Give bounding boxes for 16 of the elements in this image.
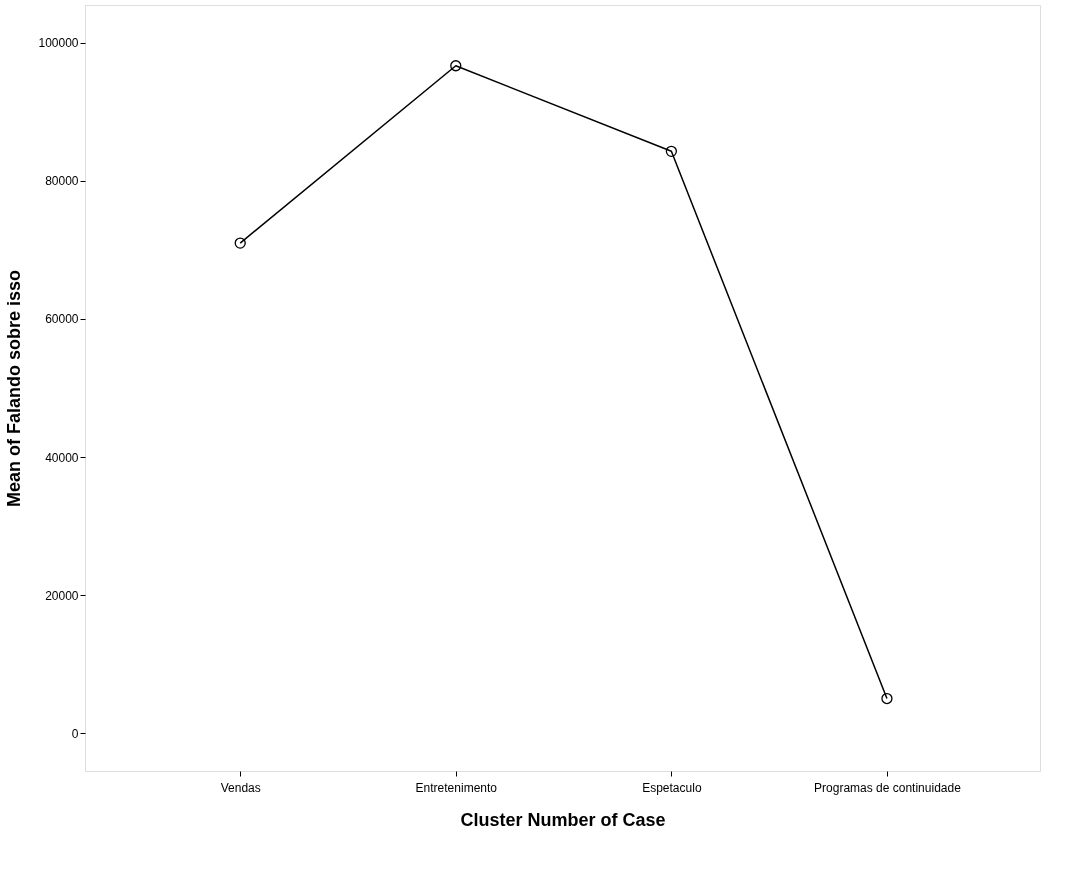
y-tick-label: 80000 [45,174,79,189]
x-tick-label: Vendas [220,780,261,795]
point [234,237,246,249]
point [665,145,678,157]
y-tick-label: 100000 [38,36,79,51]
x-tick-label: Programas de continuidade [814,780,962,795]
y-tick-label: 20000 [45,588,79,603]
point [881,692,893,705]
x-tick-label: Espetaculo [642,780,702,795]
x-axis-title: Cluster Number of Case [460,809,666,830]
y-tick-label: 40000 [45,450,79,465]
y-axis-title: Mean of Falando sobre isso [4,269,25,508]
y-tick-label: 60000 [45,312,79,327]
x-tick-label: Entretenimento [415,780,498,795]
point [450,60,462,72]
y-tick-label: 0 [71,726,79,741]
